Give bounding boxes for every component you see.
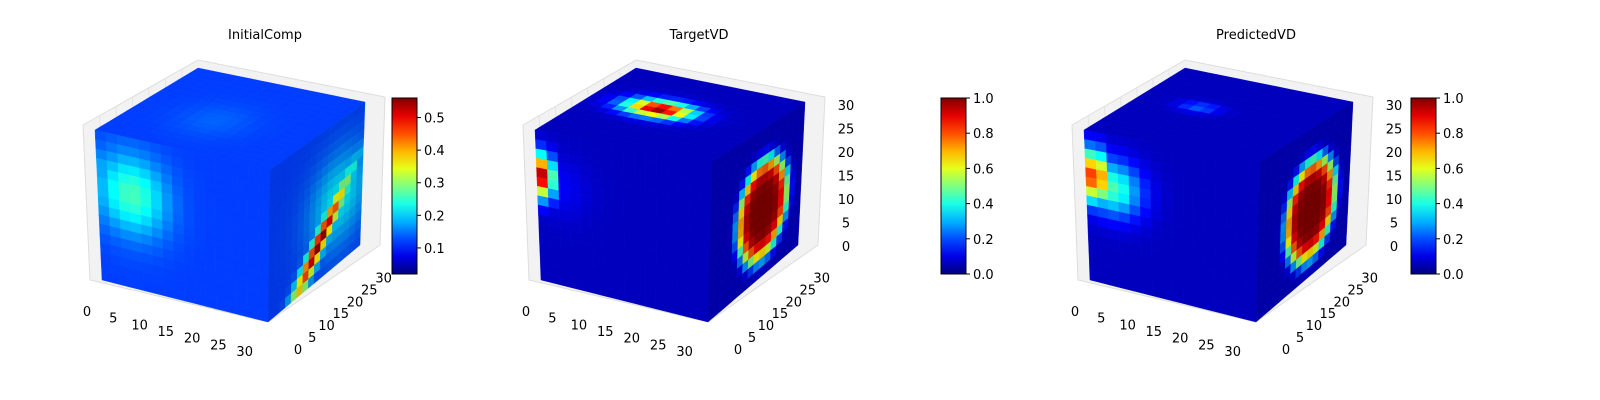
x-tick-label: 0 [1071, 305, 1079, 320]
colorbar-tick-label: 0.0 [973, 268, 994, 283]
colorbar-tick-label: 0.2 [424, 209, 445, 224]
voxel-cell [1340, 235, 1347, 251]
x-tick-label: 5 [1097, 312, 1105, 327]
colorbar-tick-label: 0.2 [973, 233, 994, 248]
z-tick-label: 5 [1390, 217, 1398, 232]
chart-title: TargetVD [668, 28, 728, 43]
voxel-cell [354, 235, 361, 251]
x-tick-label: 25 [650, 338, 667, 353]
y-tick-label: 30 [1361, 271, 1378, 286]
y-tick-label: 10 [1306, 319, 1323, 334]
side-shade [708, 102, 805, 322]
z-tick-label: 10 [1386, 193, 1403, 208]
colorbar-tick-label: 0.5 [424, 112, 445, 127]
x-tick-label: 5 [109, 312, 117, 327]
z-tick-label: 20 [838, 146, 855, 161]
y-tick-label: 20 [347, 295, 364, 310]
colorbar-tick-label: 0.1 [424, 242, 445, 257]
chart-title: InitialComp [228, 28, 302, 43]
colorbar [940, 97, 967, 275]
x-tick-label: 5 [548, 312, 556, 327]
z-tick-label: 0 [1390, 240, 1398, 255]
colorbar-tick-label: 0.8 [973, 127, 994, 142]
y-tick-label: 5 [1296, 331, 1304, 346]
colorbar-tick-label: 0.4 [1443, 198, 1464, 213]
z-tick-label: 15 [1386, 170, 1403, 185]
z-tick-label: 30 [838, 99, 855, 114]
colorbar-tick-label: 0.2 [1443, 233, 1464, 248]
x-tick-label: 0 [83, 305, 91, 320]
colorbar-tick-label: 0.4 [424, 144, 445, 159]
y-tick-label: 30 [813, 271, 830, 286]
x-tick-label: 10 [571, 318, 588, 333]
chart-title: PredictedVD [1216, 28, 1296, 43]
z-tick-label: 0 [842, 240, 850, 255]
colorbar-tick-label: 0.6 [1443, 162, 1464, 177]
y-tick-label: 0 [734, 343, 742, 358]
side-shade [268, 102, 365, 322]
x-tick-label: 10 [131, 318, 148, 333]
y-tick-label: 15 [772, 307, 789, 322]
colorbar-tick-label: 0.6 [973, 162, 994, 177]
colorbar-tick-label: 0.0 [1443, 268, 1464, 283]
y-tick-label: 25 [800, 283, 817, 298]
x-tick-label: 15 [1146, 325, 1163, 340]
y-tick-label: 20 [1334, 295, 1351, 310]
x-tick-label: 30 [676, 345, 693, 360]
x-tick-label: 25 [1198, 338, 1215, 353]
x-tick-label: 20 [1172, 332, 1189, 347]
colorbar-tick-label: 1.0 [1443, 92, 1464, 107]
y-tick-label: 5 [748, 331, 756, 346]
y-tick-label: 10 [758, 319, 775, 334]
colorbar-tick-label: 0.3 [424, 177, 445, 192]
x-tick-label: 0 [522, 305, 530, 320]
z-tick-label: 25 [838, 123, 855, 138]
colorbar-tick-label: 0.8 [1443, 127, 1464, 142]
z-tick-label: 30 [1386, 99, 1403, 114]
y-tick-label: 0 [1282, 343, 1290, 358]
y-tick-label: 25 [1348, 283, 1365, 298]
y-tick-label: 30 [375, 271, 392, 286]
y-tick-label: 0 [294, 343, 302, 358]
voxel-cell [792, 235, 799, 251]
y-tick-label: 5 [308, 331, 316, 346]
x-tick-label: 20 [624, 332, 641, 347]
z-tick-label: 20 [1386, 146, 1403, 161]
x-tick-label: 30 [236, 345, 253, 360]
x-tick-label: 15 [597, 325, 614, 340]
x-tick-label: 15 [158, 325, 175, 340]
x-tick-label: 25 [210, 338, 227, 353]
colorbar [391, 97, 418, 275]
colorbar-tick-label: 0.4 [973, 198, 994, 213]
z-tick-label: 5 [842, 217, 850, 232]
y-tick-label: 15 [333, 307, 350, 322]
z-tick-label: 10 [838, 193, 855, 208]
y-tick-label: 10 [318, 319, 335, 334]
z-tick-label: 15 [838, 170, 855, 185]
x-tick-label: 30 [1224, 345, 1241, 360]
z-tick-label: 25 [1386, 123, 1403, 138]
y-tick-label: 15 [1320, 307, 1337, 322]
y-tick-label: 20 [786, 295, 803, 310]
side-shade [1256, 102, 1353, 322]
y-tick-label: 25 [361, 283, 378, 298]
colorbar-tick-label: 1.0 [973, 92, 994, 107]
x-tick-label: 20 [184, 332, 201, 347]
x-tick-label: 10 [1119, 318, 1136, 333]
colorbar [1410, 97, 1437, 275]
